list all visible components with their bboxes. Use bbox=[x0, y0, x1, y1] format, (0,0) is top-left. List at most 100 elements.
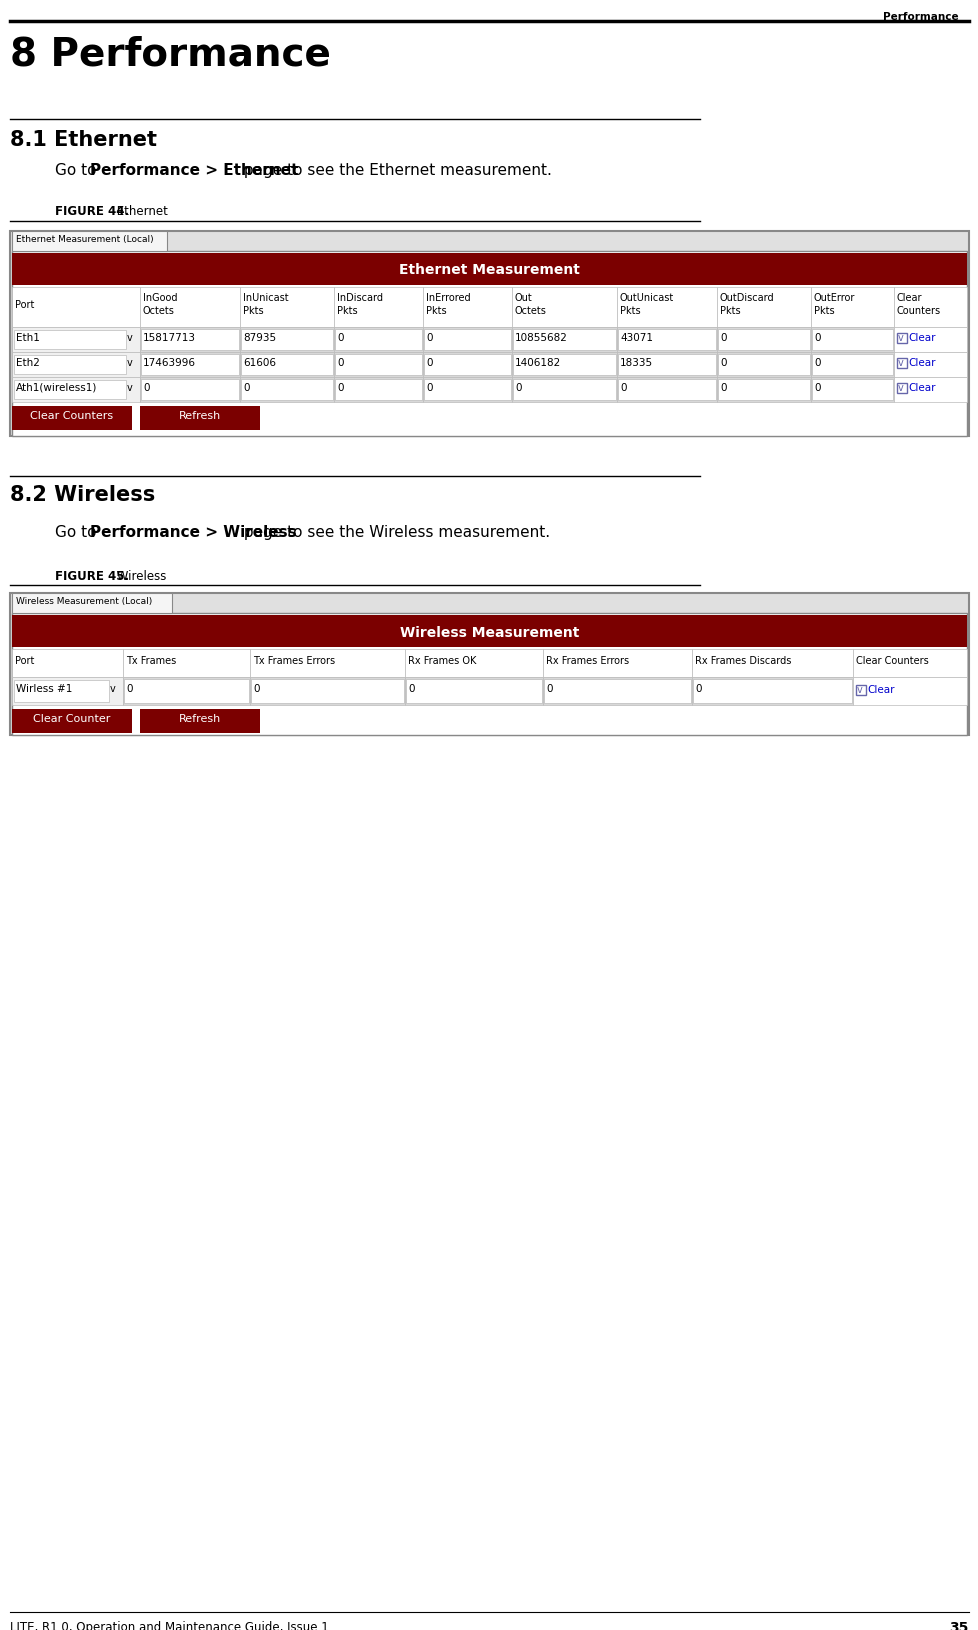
Bar bbox=[12, 254, 966, 285]
Bar bbox=[334, 355, 422, 377]
Text: 0: 0 bbox=[694, 683, 701, 694]
Bar bbox=[717, 355, 809, 377]
Text: InUnicast: InUnicast bbox=[243, 293, 289, 303]
Bar bbox=[691, 678, 852, 706]
Bar bbox=[855, 686, 866, 696]
Text: v: v bbox=[897, 333, 903, 342]
Text: 0: 0 bbox=[408, 683, 414, 694]
Bar bbox=[852, 650, 966, 678]
Bar bbox=[692, 680, 851, 704]
Text: Eth1: Eth1 bbox=[16, 333, 40, 342]
Text: Clear Counters: Clear Counters bbox=[30, 411, 113, 421]
Bar bbox=[14, 355, 126, 375]
Bar bbox=[717, 380, 809, 401]
Text: 0: 0 bbox=[546, 683, 552, 694]
Text: 8 Performance: 8 Performance bbox=[10, 34, 331, 73]
Text: Out: Out bbox=[514, 293, 532, 303]
Text: 0: 0 bbox=[126, 683, 132, 694]
Text: InErrored: InErrored bbox=[425, 293, 470, 303]
Bar bbox=[333, 378, 422, 403]
Bar bbox=[716, 352, 810, 378]
Text: Go to: Go to bbox=[55, 163, 102, 178]
Bar bbox=[141, 355, 239, 377]
Text: 0: 0 bbox=[514, 383, 521, 393]
Text: 0: 0 bbox=[336, 357, 343, 368]
Text: 0: 0 bbox=[719, 333, 726, 342]
Bar bbox=[544, 680, 690, 704]
Bar bbox=[893, 328, 966, 352]
Text: Pkts: Pkts bbox=[619, 306, 640, 316]
Bar bbox=[241, 355, 333, 377]
Text: 0: 0 bbox=[719, 383, 726, 393]
Bar bbox=[123, 650, 249, 678]
Text: 0: 0 bbox=[243, 383, 249, 393]
Text: 8.2 Wireless: 8.2 Wireless bbox=[10, 484, 156, 505]
Bar bbox=[333, 328, 422, 352]
Bar bbox=[896, 383, 906, 394]
Bar bbox=[511, 352, 616, 378]
Text: Octets: Octets bbox=[514, 306, 547, 316]
Bar bbox=[423, 329, 511, 350]
Text: Rx Frames OK: Rx Frames OK bbox=[408, 655, 476, 665]
Bar bbox=[423, 355, 511, 377]
Bar bbox=[511, 289, 616, 328]
Text: 43071: 43071 bbox=[619, 333, 652, 342]
Text: Wireless Measurement (Local): Wireless Measurement (Local) bbox=[16, 597, 153, 606]
Bar bbox=[249, 650, 405, 678]
Bar bbox=[140, 352, 240, 378]
Bar bbox=[810, 352, 893, 378]
Text: v: v bbox=[127, 383, 133, 393]
Text: LITE, R1.0, Operation and Maintenance Guide, Issue 1: LITE, R1.0, Operation and Maintenance Gu… bbox=[10, 1620, 329, 1630]
Bar bbox=[422, 289, 511, 328]
Text: v: v bbox=[897, 383, 903, 393]
Text: Clear: Clear bbox=[907, 333, 935, 342]
Bar bbox=[691, 650, 852, 678]
Bar bbox=[811, 329, 892, 350]
Text: Tx Frames: Tx Frames bbox=[126, 655, 176, 665]
Text: v: v bbox=[127, 333, 133, 342]
Bar bbox=[12, 289, 140, 328]
Text: FIGURE 45.: FIGURE 45. bbox=[55, 569, 129, 582]
Text: 0: 0 bbox=[336, 383, 343, 393]
Bar bbox=[12, 593, 172, 613]
Text: 0: 0 bbox=[336, 333, 343, 342]
Bar bbox=[140, 328, 240, 352]
Text: OutError: OutError bbox=[813, 293, 855, 303]
Text: InDiscard: InDiscard bbox=[336, 293, 382, 303]
Text: v: v bbox=[127, 357, 133, 368]
Bar bbox=[896, 359, 906, 368]
Bar bbox=[334, 329, 422, 350]
Text: Ath1(wireless1): Ath1(wireless1) bbox=[16, 383, 97, 393]
Bar bbox=[717, 329, 809, 350]
Text: Ethernet Measurement: Ethernet Measurement bbox=[399, 262, 579, 277]
Bar bbox=[141, 329, 239, 350]
Text: Clear: Clear bbox=[907, 383, 935, 393]
Text: 8.1 Ethernet: 8.1 Ethernet bbox=[10, 130, 156, 150]
Bar bbox=[406, 680, 542, 704]
Bar bbox=[511, 328, 616, 352]
Text: 0: 0 bbox=[425, 357, 432, 368]
Text: 10855682: 10855682 bbox=[514, 333, 567, 342]
Bar bbox=[617, 380, 715, 401]
Text: Performance: Performance bbox=[882, 11, 958, 21]
Bar bbox=[893, 352, 966, 378]
Text: 0: 0 bbox=[252, 683, 259, 694]
Bar bbox=[140, 709, 260, 734]
Text: OutUnicast: OutUnicast bbox=[619, 293, 674, 303]
Bar bbox=[512, 355, 615, 377]
Bar bbox=[12, 709, 132, 734]
Text: Clear Counter: Clear Counter bbox=[33, 714, 111, 724]
Text: Pkts: Pkts bbox=[813, 306, 834, 316]
Bar bbox=[810, 328, 893, 352]
Text: 87935: 87935 bbox=[243, 333, 276, 342]
Text: Clear: Clear bbox=[907, 357, 935, 368]
Text: Clear: Clear bbox=[867, 685, 894, 694]
Bar bbox=[893, 289, 966, 328]
Bar bbox=[12, 616, 966, 647]
Text: Rx Frames Errors: Rx Frames Errors bbox=[546, 655, 629, 665]
Bar bbox=[241, 329, 333, 350]
Text: page to see the Wireless measurement.: page to see the Wireless measurement. bbox=[240, 525, 550, 540]
Bar bbox=[617, 329, 715, 350]
Text: 18335: 18335 bbox=[619, 357, 652, 368]
Text: 17463996: 17463996 bbox=[143, 357, 196, 368]
